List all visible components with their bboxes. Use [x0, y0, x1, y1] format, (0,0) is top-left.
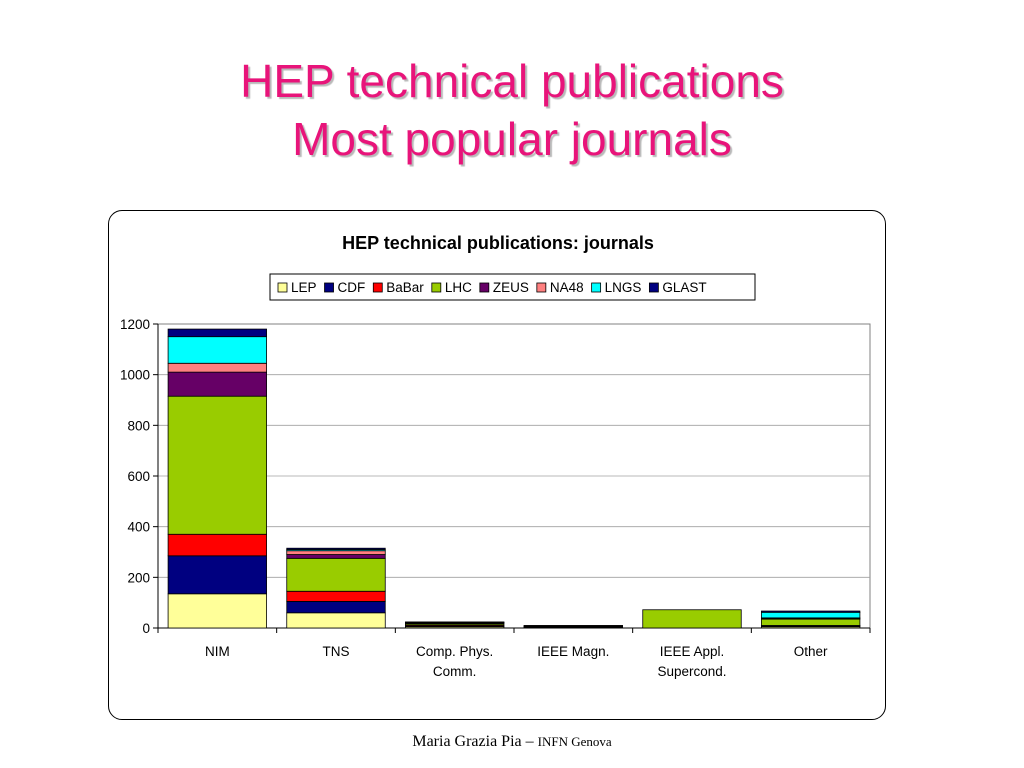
y-tick-label-0: 0 — [142, 621, 150, 636]
x-tick-label-4: IEEE Appl. Supercond. — [657, 644, 726, 679]
bar-segment-babar-1 — [286, 590, 386, 602]
legend-label-lngs: LNGS — [605, 280, 642, 295]
bar-segment-lhc-1 — [286, 557, 386, 592]
y-tick-label-1200: 1200 — [120, 317, 150, 332]
stacked-bar-chart: HEP technical publications: journals LEP… — [120, 233, 871, 679]
legend-swatch-cdf — [324, 282, 334, 293]
legend-swatch-lhc — [431, 282, 442, 293]
x-tick-label-line: Supercond. — [657, 664, 726, 679]
legend-label-glast: GLAST — [662, 280, 706, 295]
chart-frame: HEP technical publications: journals LEP… — [108, 210, 886, 720]
bar-segment-cdf-0 — [167, 555, 267, 595]
slide-title-line-2: Most popular journals — [292, 113, 732, 165]
slide-title-line-1: HEP technical publications — [240, 55, 784, 107]
legend-swatch-lngs — [591, 282, 602, 293]
x-tick-label-line: Comp. Phys. — [416, 644, 493, 659]
footer-author: Maria Grazia Pia – — [412, 733, 538, 750]
bar-segment-zeus-0 — [167, 371, 267, 397]
legend-swatch-glast — [648, 282, 659, 293]
legend-swatch-na48 — [536, 282, 547, 293]
x-tick-label-5: Other — [794, 644, 828, 659]
bar-segment-babar-0 — [167, 533, 267, 557]
bar-segment-glast-5 — [761, 610, 861, 613]
bar-segment-cdf-1 — [286, 600, 386, 614]
chart-title: HEP technical publications: journals — [342, 233, 654, 253]
bar-segment-lngs-5 — [761, 611, 861, 619]
x-tick-label-line: Comm. — [433, 664, 477, 679]
bar-segment-glast-1 — [286, 547, 386, 550]
legend-label-na48: NA48 — [550, 280, 584, 295]
legend-swatch-babar — [372, 282, 383, 293]
legend-label-babar: BaBar — [386, 280, 424, 295]
legend-swatch-zeus — [479, 282, 490, 293]
legend-label-lep: LEP — [291, 280, 317, 295]
bar-segment-lep-1 — [286, 612, 386, 629]
bar-segment-na48-3 — [523, 625, 623, 627]
y-tick-label-800: 800 — [127, 418, 150, 433]
bar-segment-lngs-0 — [167, 336, 267, 364]
y-tick-label-600: 600 — [127, 469, 150, 484]
legend-box — [269, 273, 756, 301]
x-tick-label-line: Other — [794, 644, 828, 659]
bar-segment-na48-1 — [286, 550, 386, 555]
bar-segment-glast-2 — [405, 621, 505, 623]
y-tick-label-200: 200 — [127, 570, 150, 585]
y-tick-label-400: 400 — [127, 520, 150, 535]
bar-segment-lep-0 — [167, 593, 267, 629]
bar-segment-na48-0 — [167, 362, 267, 373]
bar-segment-lhc-4 — [642, 609, 742, 629]
x-tick-label-line: IEEE Appl. — [660, 644, 725, 659]
legend-label-lhc: LHC — [445, 280, 472, 295]
legend-swatch-lep — [277, 282, 288, 293]
x-tick-label-line: IEEE Magn. — [537, 644, 609, 659]
slide-footer: Maria Grazia Pia – INFN Genova — [0, 733, 1024, 751]
bar-segment-glast-0 — [167, 328, 267, 338]
bar-segment-zeus-1 — [286, 554, 386, 559]
bar-segment-lhc-5 — [761, 618, 861, 626]
legend-label-cdf: CDF — [338, 280, 366, 295]
x-tick-label-3: IEEE Magn. — [537, 644, 609, 659]
x-tick-label-0: NIM — [205, 644, 230, 659]
slide-title: HEP technical publications Most popular … — [0, 52, 1024, 168]
bar-segment-lhc-0 — [167, 395, 267, 535]
chart-legend: LEP CDF BaBar LHC ZEUS NA48 LNGS GLAST — [269, 273, 756, 301]
x-tick-label-1: TNS — [323, 644, 350, 659]
x-tick-label-line: TNS — [323, 644, 350, 659]
legend-label-zeus: ZEUS — [493, 280, 529, 295]
x-tick-label-line: NIM — [205, 644, 230, 659]
y-tick-label-1000: 1000 — [120, 368, 150, 383]
footer-institution: INFN Genova — [537, 734, 612, 749]
x-tick-label-2: Comp. Phys. Comm. — [416, 644, 493, 679]
